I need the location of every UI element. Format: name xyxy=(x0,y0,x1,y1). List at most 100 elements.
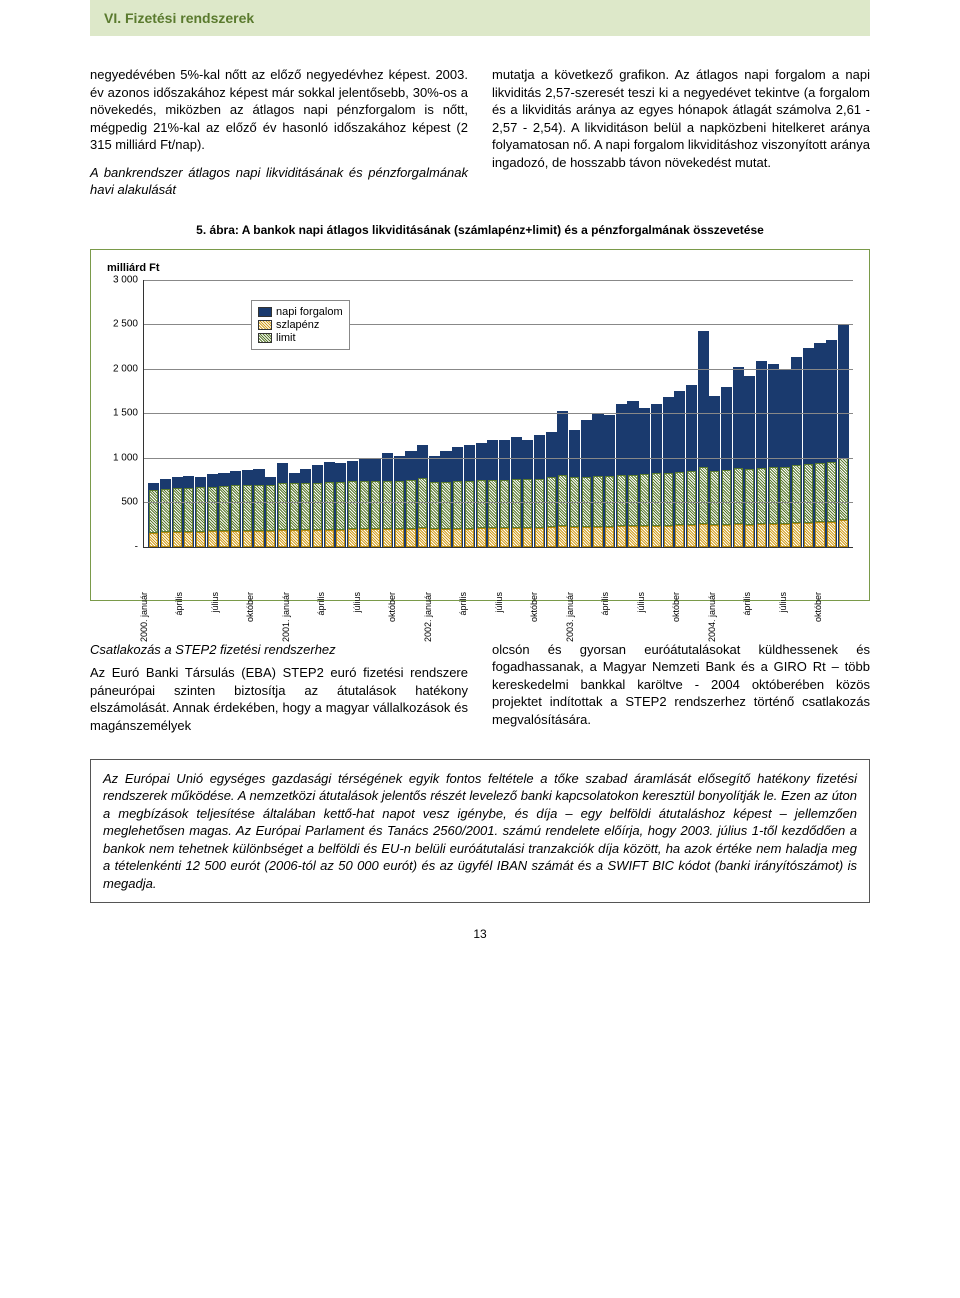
bar-limit xyxy=(780,467,789,524)
bar-stack xyxy=(395,481,404,547)
gridline xyxy=(144,502,853,503)
bar-stack xyxy=(254,485,263,547)
bar-limit xyxy=(839,458,848,520)
bar-limit xyxy=(243,485,252,531)
section2-left-p: Az Euró Banki Társulás (EBA) STEP2 euró … xyxy=(90,664,468,734)
bar-limit xyxy=(757,468,766,525)
bar-szlapenz xyxy=(687,525,696,547)
bar-stack xyxy=(161,489,170,546)
bar-szlapenz xyxy=(558,526,567,546)
legend-row-szlapenz: szlapénz xyxy=(258,319,343,331)
bar-stack xyxy=(266,485,275,547)
bar-limit xyxy=(769,467,778,524)
intro-col-right: mutatja a következő grafikon. Az átlagos… xyxy=(492,66,870,199)
chart-legend: napi forgalom szlapénz limit xyxy=(251,300,350,350)
bar-stack xyxy=(792,465,801,546)
bar-limit xyxy=(792,465,801,523)
bar-szlapenz xyxy=(523,528,532,547)
section2-right-p: olcsón és gyorsan euróátutalásokat küldh… xyxy=(492,641,870,729)
bar-szlapenz xyxy=(664,526,673,547)
legend-label-limit: limit xyxy=(276,332,296,344)
y-tick-label: 500 xyxy=(121,497,144,508)
bar-stack xyxy=(652,473,661,546)
bar-szlapenz xyxy=(815,522,824,546)
bar-stack xyxy=(593,476,602,547)
bar-limit xyxy=(290,483,299,530)
bar-szlapenz xyxy=(406,529,415,547)
bar-stack xyxy=(780,467,789,547)
y-axis-unit: milliárd Ft xyxy=(107,262,160,274)
bar-szlapenz xyxy=(266,531,275,547)
bar-limit xyxy=(278,483,287,530)
bar-stack xyxy=(734,468,743,547)
bar-szlapenz xyxy=(769,524,778,547)
bar-stack xyxy=(371,481,380,547)
bar-limit xyxy=(488,480,497,528)
bar-stack xyxy=(231,485,240,546)
section-header: VI. Fizetési rendszerek xyxy=(90,0,870,36)
bar-stack xyxy=(570,477,579,546)
bar-stack xyxy=(348,481,357,546)
bar-stack xyxy=(512,479,521,547)
bar-stack xyxy=(418,478,427,547)
bar-stack xyxy=(149,490,158,547)
bar-szlapenz xyxy=(231,531,240,547)
chart-plot: -5001 0001 5002 0002 5003 000 xyxy=(143,280,853,548)
bar-limit xyxy=(383,481,392,529)
bar-limit xyxy=(161,489,170,532)
bar-stack xyxy=(441,482,450,547)
legend-label-forgalom: napi forgalom xyxy=(276,306,343,318)
section2-heading: Csatlakozás a STEP2 fizetési rendszerhez xyxy=(90,641,468,659)
legend-label-szlapenz: szlapénz xyxy=(276,319,319,331)
bar-limit xyxy=(348,481,357,529)
bar-limit xyxy=(640,474,649,526)
bar-stack xyxy=(301,483,310,547)
bar-szlapenz xyxy=(827,522,836,547)
bar-szlapenz xyxy=(149,533,158,547)
bar-limit xyxy=(196,487,205,531)
bar-szlapenz xyxy=(593,527,602,547)
bar-limit xyxy=(173,488,182,532)
bar-stack xyxy=(699,467,708,547)
bar-stack xyxy=(815,463,824,547)
bar-szlapenz xyxy=(173,532,182,547)
x-tick-label: július xyxy=(210,592,220,613)
section2-col-right: olcsón és gyorsan euróátutalásokat küldh… xyxy=(492,641,870,735)
x-tick-label: április xyxy=(174,592,184,616)
bar-limit xyxy=(477,480,486,528)
bar-limit xyxy=(231,485,240,530)
x-tick-label: október xyxy=(245,592,255,622)
bar-stack xyxy=(804,464,813,547)
y-tick-label: 3 000 xyxy=(113,274,144,285)
intro-right-p: mutatja a következő grafikon. Az átlagos… xyxy=(492,66,870,171)
gridline xyxy=(144,280,853,281)
bar-stack xyxy=(208,487,217,547)
bar-stack xyxy=(243,485,252,547)
section2-col-left: Csatlakozás a STEP2 fizetési rendszerhez… xyxy=(90,641,468,735)
bar-szlapenz xyxy=(640,526,649,546)
bar-szlapenz xyxy=(628,526,637,546)
bar-szlapenz xyxy=(839,520,848,547)
bar-limit xyxy=(430,482,439,529)
bar-szlapenz xyxy=(348,529,357,546)
callout-box: Az Európai Unió egységes gazdasági térsé… xyxy=(90,759,870,904)
bar-szlapenz xyxy=(453,529,462,547)
bar-limit xyxy=(722,470,731,525)
y-tick-label: 1 000 xyxy=(113,452,144,463)
legend-row-limit: limit xyxy=(258,332,343,344)
bar-stack xyxy=(477,480,486,547)
bar-stack xyxy=(465,481,474,546)
bar-stack xyxy=(710,471,719,547)
bar-szlapenz xyxy=(196,532,205,547)
bar-stack xyxy=(453,481,462,546)
bar-limit xyxy=(371,481,380,529)
bar-limit xyxy=(184,488,193,532)
bar-limit xyxy=(734,468,743,524)
bar-stack xyxy=(184,488,193,547)
x-tick-label: 2002. január xyxy=(423,592,433,642)
bar-stack xyxy=(582,477,591,547)
bar-szlapenz xyxy=(722,525,731,547)
bar-szlapenz xyxy=(441,529,450,547)
bar-szlapenz xyxy=(395,529,404,547)
bar-szlapenz xyxy=(780,524,789,547)
